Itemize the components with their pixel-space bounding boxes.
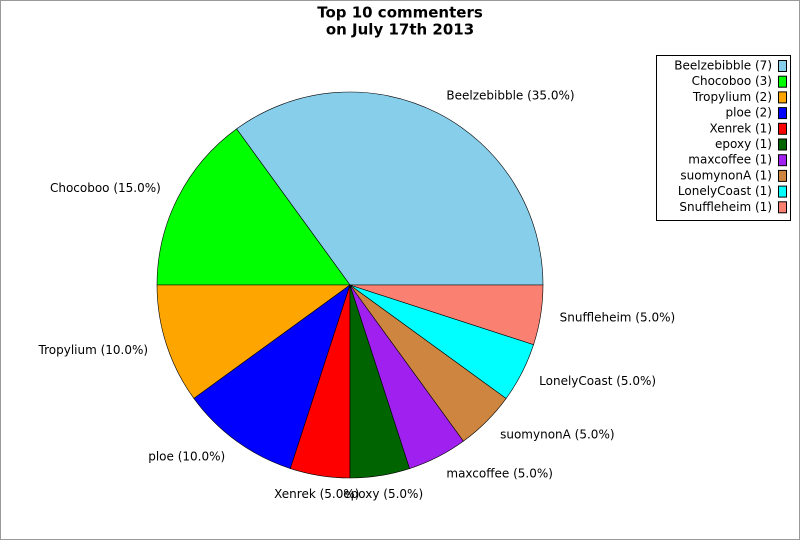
pie-slice [349,284,544,346]
legend-swatch [778,60,787,72]
legend-label: suomynonA (1) [680,168,772,182]
legend-swatch [778,169,787,182]
slice-label: Beelzebibble (35.0%) [446,88,574,102]
chart-title: Top 10 commenters [317,4,483,22]
slice-label: ploe (10.0%) [148,449,225,463]
legend-label: ploe (2) [726,106,773,120]
slice-label: Snuffleheim (5.0%) [560,311,676,325]
legend-label: Tropylium (2) [692,90,772,104]
legend-swatch [778,201,787,214]
legend-label: maxcoffee (1) [688,153,772,167]
legend-label: Chocoboo (3) [692,74,772,88]
slice-label: epoxy (5.0%) [343,487,423,501]
legend-box [656,55,791,221]
legend-swatch [778,154,787,167]
legend-swatch [778,122,787,135]
legend-swatch [778,91,787,104]
legend-swatch [778,185,787,198]
legend-swatch [778,107,787,120]
slice-label: Xenrek (5.0%) [274,487,359,501]
chart-title: on July 17th 2013 [326,21,474,39]
pie-slice [193,284,351,469]
slice-label: Chocoboo (15.0%) [50,181,161,195]
slice-label: LonelyCoast (5.0%) [539,374,656,388]
pie-slice [156,128,351,286]
slice-label: Tropylium (10.0%) [38,343,149,357]
legend-label: Beelzebibble (7) [674,59,772,73]
slice-label: suomynonA (5.0%) [500,428,614,442]
legend-label: LonelyCoast (1) [678,184,772,198]
pie-slice [236,91,544,286]
legend-label: epoxy (1) [715,137,772,151]
legend-swatch [778,138,787,151]
slice-label: maxcoffee (5.0%) [446,467,553,481]
legend-swatch [778,75,787,88]
pie-slice [156,284,351,399]
legend-label: Xenrek (1) [710,121,772,135]
legend-label: Snuffleheim (1) [679,200,772,214]
